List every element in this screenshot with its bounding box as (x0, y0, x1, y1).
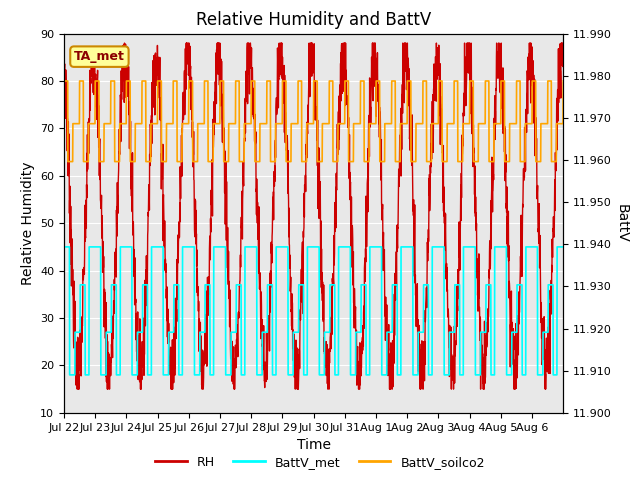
Text: TA_met: TA_met (74, 50, 125, 63)
Title: Relative Humidity and BattV: Relative Humidity and BattV (196, 11, 431, 29)
Y-axis label: Relative Humidity: Relative Humidity (20, 161, 35, 285)
X-axis label: Time: Time (296, 438, 331, 452)
Y-axis label: BattV: BattV (614, 204, 628, 242)
Legend: RH, BattV_met, BattV_soilco2: RH, BattV_met, BattV_soilco2 (150, 451, 490, 474)
